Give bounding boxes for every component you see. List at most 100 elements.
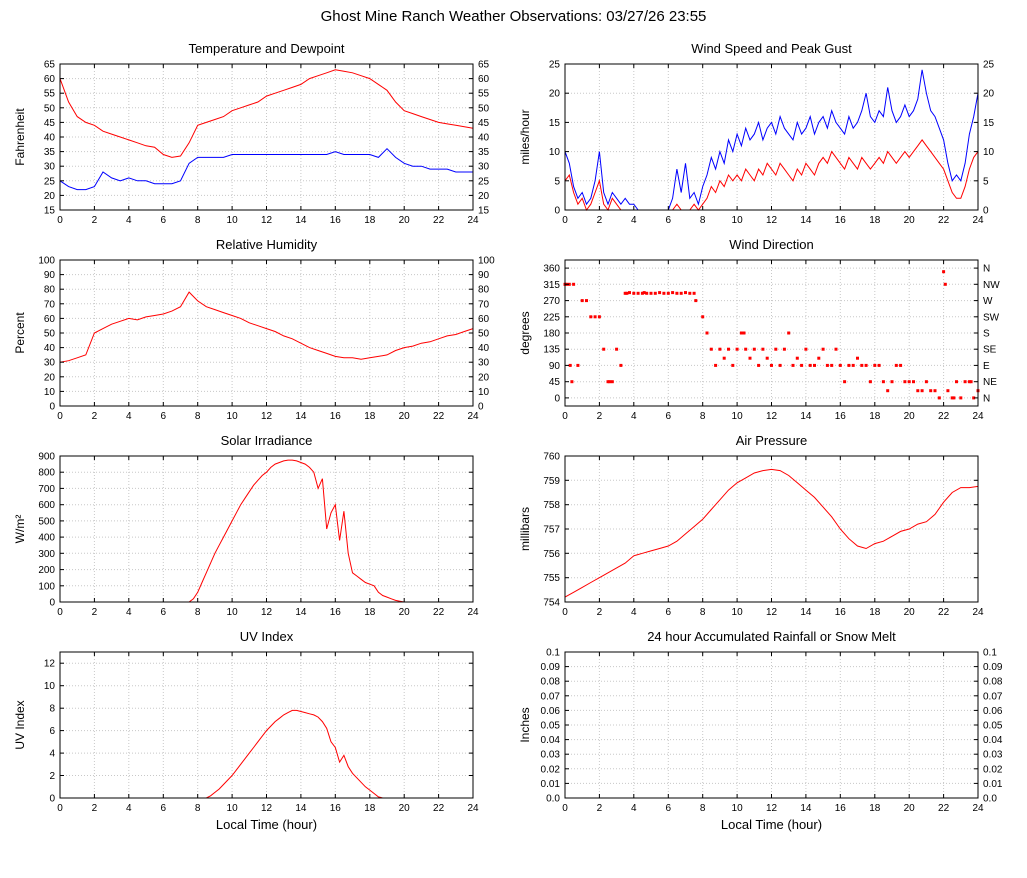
svg-text:10: 10 [227,215,239,226]
rainfall-panel: 24 hour Accumulated Rainfall or Snow Mel… [513,628,1018,834]
svg-text:14: 14 [295,411,307,422]
svg-text:225: 225 [543,312,560,323]
svg-text:15: 15 [44,206,56,217]
svg-text:8: 8 [195,215,201,226]
svg-text:18: 18 [869,215,881,226]
svg-text:40: 40 [44,343,56,354]
svg-text:14: 14 [295,607,307,618]
svg-text:20: 20 [44,191,56,202]
svg-text:6: 6 [666,215,672,226]
svg-text:270: 270 [543,296,560,307]
svg-text:40: 40 [478,133,490,144]
svg-text:18: 18 [869,803,881,814]
svg-text:40: 40 [44,133,56,144]
svg-text:0.05: 0.05 [983,721,1003,732]
svg-text:80: 80 [44,285,56,296]
svg-text:25: 25 [478,176,490,187]
svg-text:45: 45 [549,377,561,388]
svg-text:0: 0 [562,215,568,226]
svg-text:4: 4 [631,607,637,618]
svg-text:20: 20 [904,411,916,422]
svg-text:18: 18 [869,607,881,618]
svg-text:16: 16 [330,607,342,618]
svg-text:12: 12 [261,607,273,618]
svg-text:0.09: 0.09 [541,662,561,673]
svg-text:8: 8 [195,411,201,422]
air-pressure-chart: 0 2 4 6 8 10 12 14 16 18 20 22 247547557567577587597… [518,452,984,619]
svg-text:0.0: 0.0 [983,794,997,805]
uv-index-panel: UV Index 0 2 4 6 8 10 12 14 16 18 20 22 24 0 2 4 6 8 10 12 U… [8,628,513,834]
svg-text:40: 40 [478,343,490,354]
svg-text:SW: SW [983,312,1000,323]
svg-text:90: 90 [549,361,561,372]
svg-text:22: 22 [433,411,445,422]
svg-text:10: 10 [44,387,56,398]
svg-text:135: 135 [543,345,560,356]
svg-text:25: 25 [983,60,995,71]
rainfall-chart: 0 2 4 6 8 10 12 14 16 18 20 22 240.0 0.00.01 0.010.02 0… [518,648,1003,815]
svg-text:10: 10 [549,147,561,158]
svg-text:758: 758 [543,500,560,511]
svg-text:NW: NW [983,280,1000,291]
svg-text:8: 8 [700,411,706,422]
svg-text:315: 315 [543,280,560,291]
svg-text:6: 6 [161,607,167,618]
svg-text:12: 12 [261,411,273,422]
svg-text:22: 22 [938,215,950,226]
svg-text:50: 50 [478,103,490,114]
svg-text:20: 20 [904,215,916,226]
svg-text:60: 60 [44,74,56,85]
svg-text:60: 60 [478,74,490,85]
svg-text:Percent: Percent [13,312,27,354]
temperature-dewpoint-panel: Temperature and Dewpoint 0 2 4 6 8 10 12 14 16 18… [8,40,513,228]
svg-text:W/m²: W/m² [13,515,27,544]
svg-text:0: 0 [57,803,63,814]
svg-text:65: 65 [478,60,490,71]
svg-text:Fahrenheit: Fahrenheit [13,108,27,166]
svg-text:10: 10 [44,681,56,692]
svg-text:14: 14 [295,803,307,814]
relative-humidity-panel: Relative Humidity 0 2 4 6 8 10 12 14 16 18 20 22 24 0… [8,236,513,424]
svg-text:12: 12 [766,411,778,422]
svg-text:760: 760 [543,452,560,463]
svg-text:20: 20 [904,607,916,618]
svg-text:0: 0 [57,215,63,226]
svg-text:0.01: 0.01 [541,779,561,790]
svg-text:500: 500 [38,516,55,527]
svg-text:12: 12 [766,215,778,226]
svg-text:0.03: 0.03 [541,750,561,761]
svg-text:10: 10 [227,803,239,814]
svg-text:22: 22 [433,803,445,814]
svg-text:14: 14 [800,215,812,226]
svg-text:14: 14 [800,803,812,814]
svg-text:0.1: 0.1 [546,648,560,659]
svg-text:35: 35 [44,147,56,158]
svg-text:900: 900 [38,452,55,463]
svg-text:0.07: 0.07 [983,691,1003,702]
svg-text:8: 8 [700,803,706,814]
svg-text:6: 6 [666,607,672,618]
x-axis-label: Local Time (hour) [215,817,318,832]
svg-text:6: 6 [666,411,672,422]
svg-text:0.02: 0.02 [983,764,1003,775]
svg-text:miles/hour: miles/hour [518,109,532,164]
svg-text:8: 8 [49,704,55,715]
svg-text:90: 90 [44,270,56,281]
svg-text:2: 2 [597,607,603,618]
svg-text:4: 4 [631,215,637,226]
svg-text:22: 22 [938,607,950,618]
solar-irradiance-chart: 0 2 4 6 8 10 12 14 16 18 20 22 240100200300400500600… [13,452,479,619]
svg-text:12: 12 [261,215,273,226]
svg-text:20: 20 [399,607,411,618]
svg-text:20: 20 [44,372,56,383]
chart-title: Wind Speed and Peak Gust [691,41,852,56]
svg-text:0: 0 [562,411,568,422]
svg-text:2: 2 [597,411,603,422]
svg-text:0.03: 0.03 [983,750,1003,761]
svg-text:0.06: 0.06 [983,706,1003,717]
svg-text:100: 100 [478,256,495,267]
svg-text:18: 18 [364,411,376,422]
svg-text:45: 45 [478,118,490,129]
chart-title: Temperature and Dewpoint [188,41,345,56]
